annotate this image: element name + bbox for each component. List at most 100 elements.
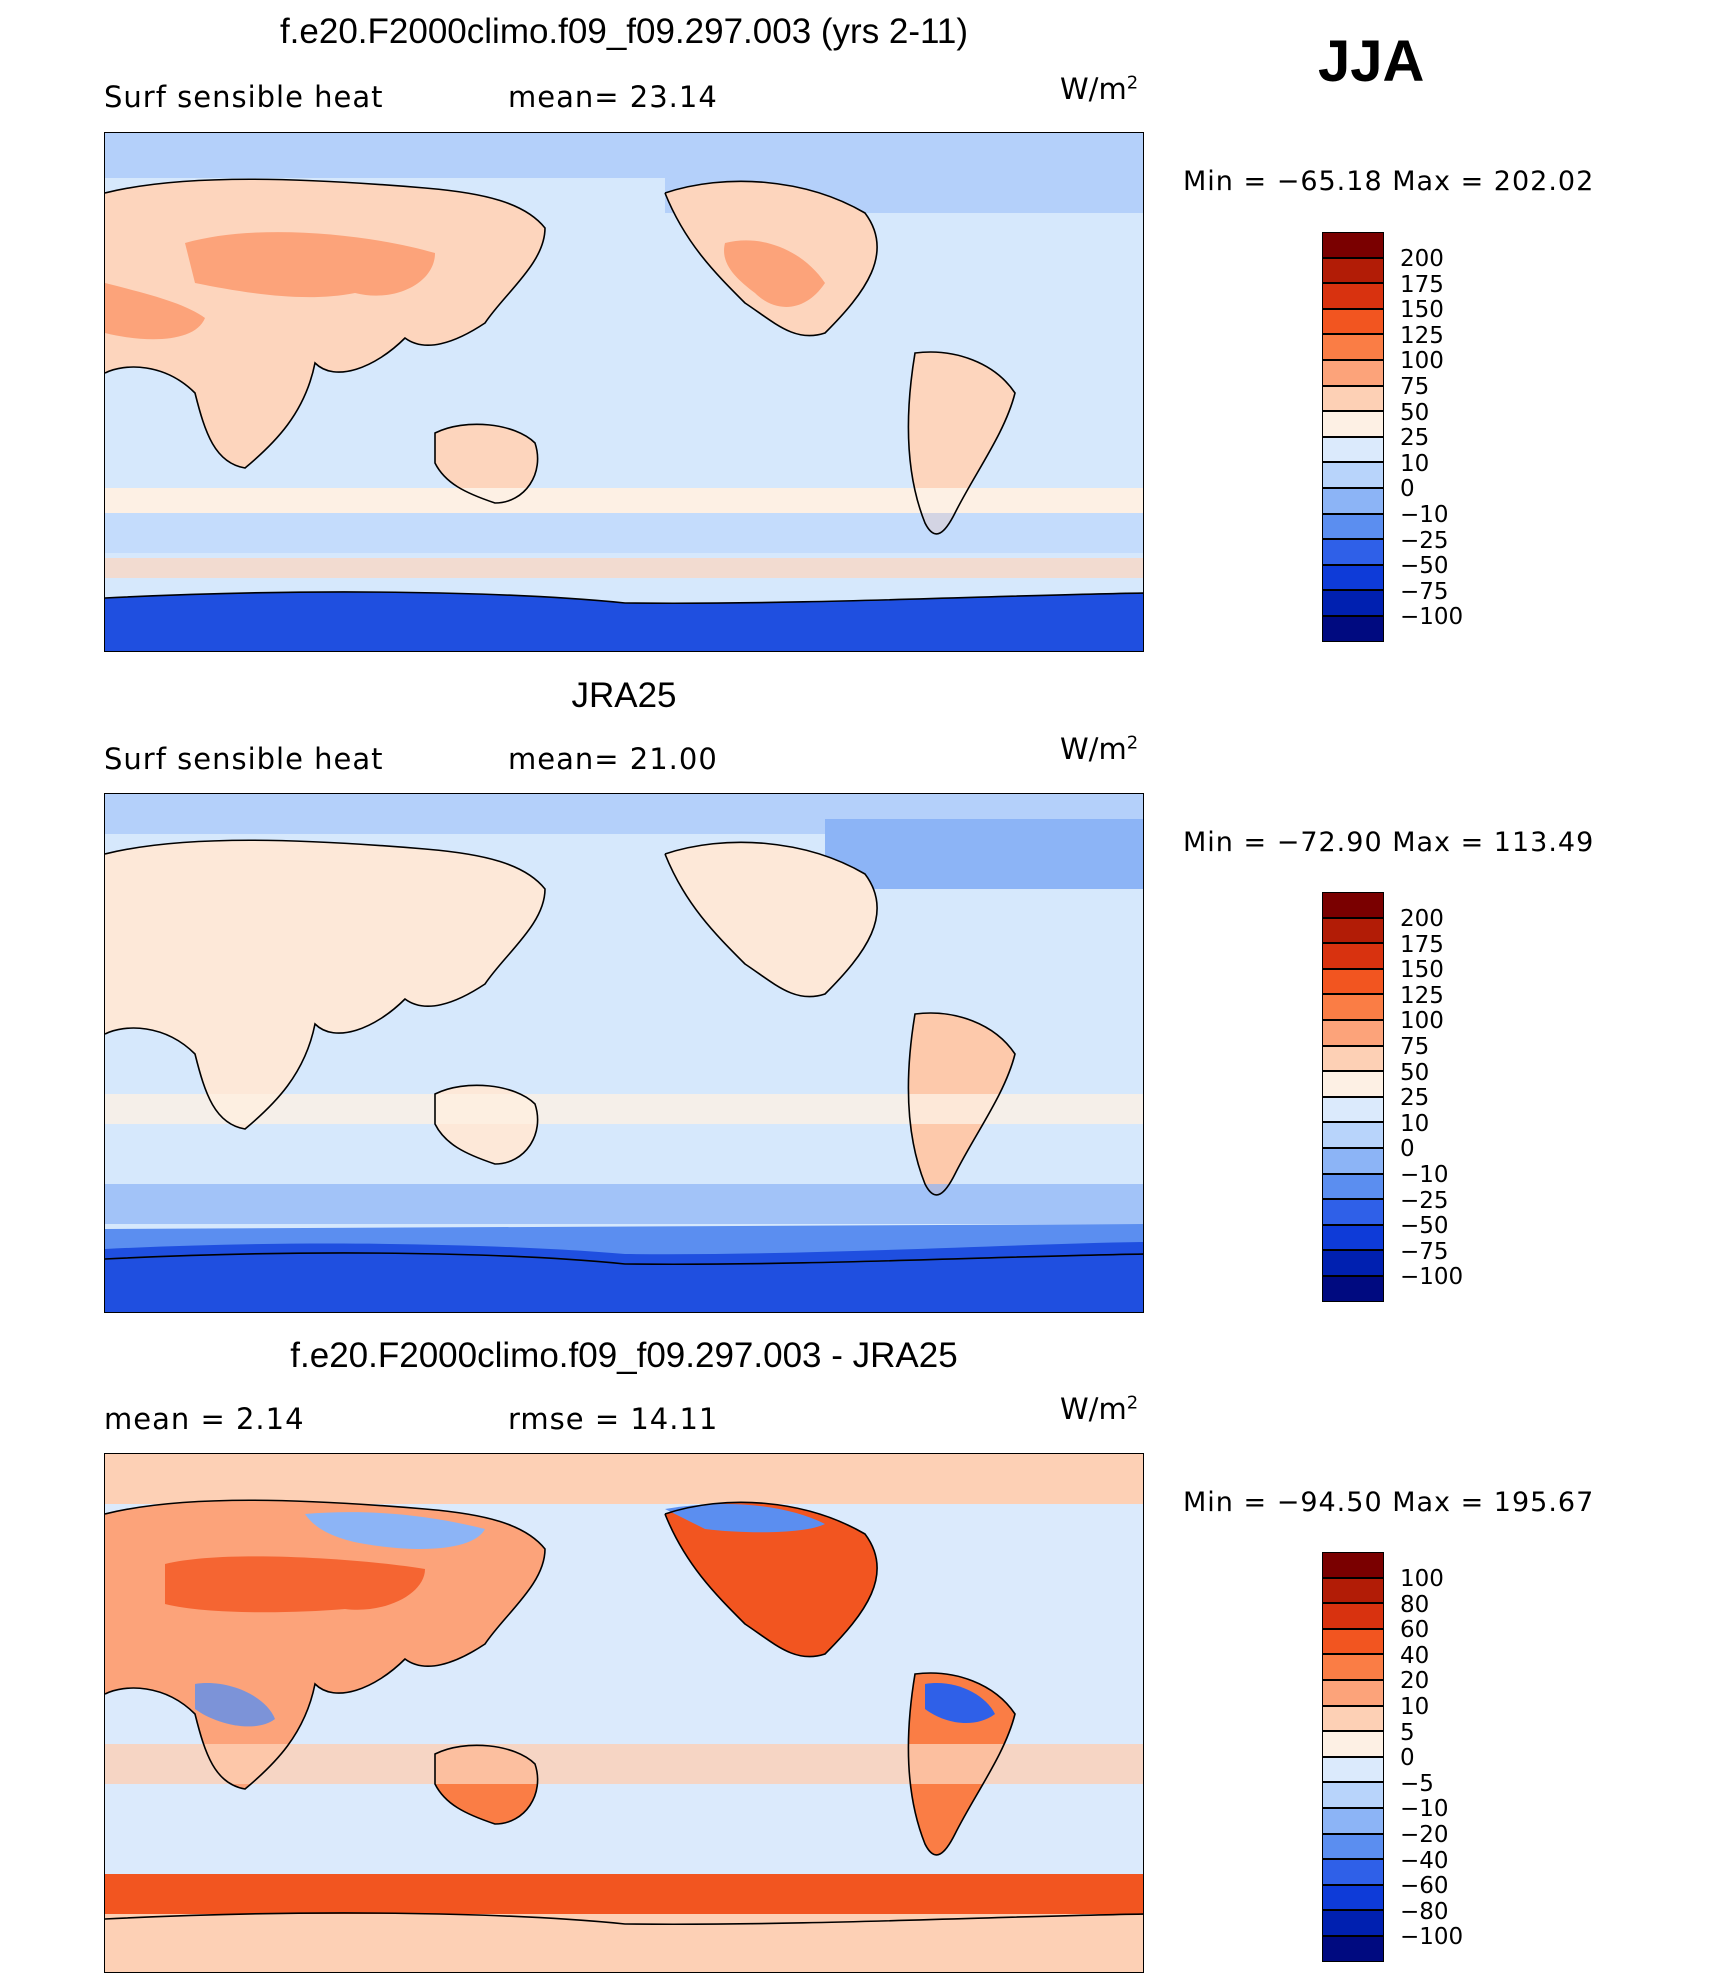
season-label: JJA — [1318, 29, 1425, 94]
panel-3-rmse-label: rmse = 14.11 — [508, 1402, 719, 1436]
colorbar-tick-label: −50 — [1400, 553, 1449, 580]
colorbar-swatch — [1322, 283, 1384, 309]
colorbar-swatch — [1322, 1910, 1384, 1936]
colorbar-tick-label: 20 — [1400, 1668, 1430, 1695]
colorbar-swatch — [1322, 1654, 1384, 1680]
colorbar-tick-label: 50 — [1400, 399, 1430, 426]
colorbar-tick-label: 25 — [1400, 1085, 1430, 1112]
colorbar-swatch — [1322, 1833, 1384, 1860]
panel-1-mean-label: mean= 23.14 — [508, 80, 718, 114]
colorbar-swatch — [1322, 1071, 1384, 1097]
colorbar-tick-label: −100 — [1400, 1924, 1464, 1951]
colorbar-swatch — [1322, 1275, 1384, 1302]
colorbar-tick-label: 150 — [1400, 297, 1444, 324]
colorbar-tick-label: −10 — [1400, 1796, 1449, 1823]
colorbar-tick-label: −40 — [1400, 1847, 1449, 1874]
colorbar-swatch — [1322, 892, 1384, 918]
colorbar-tick-label: 10 — [1400, 450, 1430, 477]
colorbar-swatch — [1322, 334, 1384, 360]
colorbar-tick-label: −10 — [1400, 1162, 1449, 1188]
colorbar-tick-label: 100 — [1400, 348, 1444, 375]
colorbar-tick-label: 0 — [1400, 1745, 1415, 1772]
panel-1-title: f.e20.F2000climo.f09_f09.297.003 (yrs 2-… — [279, 12, 969, 51]
colorbar-swatch — [1322, 1019, 1384, 1046]
colorbar-tick-label: 75 — [1400, 374, 1430, 400]
colorbar-swatch — [1322, 1603, 1384, 1629]
colorbar-swatch — [1322, 1096, 1384, 1123]
colorbar-tick-label: 175 — [1400, 931, 1444, 958]
panel-1-min-max: Min = −65.18 Max = 202.02 — [1183, 166, 1595, 197]
colorbar-swatch — [1322, 1705, 1384, 1732]
panel-2-min-max: Min = −72.90 Max = 113.49 — [1183, 827, 1595, 858]
colorbar-tick-label: 200 — [1400, 246, 1444, 272]
panel-2-variable-label: Surf sensible heat — [104, 742, 384, 776]
colorbar-tick-label: −75 — [1400, 578, 1449, 605]
panel-2-map — [104, 793, 1144, 1313]
colorbar-swatch — [1322, 564, 1384, 591]
colorbar-tick-label: 75 — [1400, 1034, 1430, 1060]
colorbar-tick-label: 50 — [1400, 1059, 1430, 1086]
colorbar-swatch — [1322, 308, 1384, 335]
colorbar-swatch — [1322, 1224, 1384, 1251]
colorbar-tick-label: −25 — [1400, 1187, 1449, 1214]
colorbar-tick-label: 200 — [1400, 906, 1444, 932]
colorbar-tick-label: −80 — [1400, 1898, 1449, 1925]
colorbar-tick-label: 0 — [1400, 476, 1415, 503]
colorbar-tick-label: −20 — [1400, 1822, 1449, 1848]
colorbar-swatch — [1322, 1250, 1384, 1276]
colorbar-swatch — [1322, 590, 1384, 616]
colorbar-swatch — [1322, 436, 1384, 463]
colorbar-swatch — [1322, 1173, 1384, 1200]
colorbar-swatch — [1322, 1552, 1384, 1578]
panel-3-units: W/m2 — [1060, 1392, 1139, 1426]
colorbar-tick-label: 10 — [1400, 1110, 1430, 1137]
colorbar-swatch — [1322, 1147, 1384, 1174]
colorbar-tick-label: 80 — [1400, 1591, 1430, 1618]
panel-3-mean-label: mean = 2.14 — [104, 1402, 305, 1436]
panel-2-colorbar — [1322, 892, 1384, 1302]
panel-1-map — [104, 132, 1144, 652]
colorbar-tick-label: −100 — [1400, 604, 1464, 631]
colorbar-swatch — [1322, 1731, 1384, 1757]
colorbar-tick-label: −100 — [1400, 1264, 1464, 1291]
colorbar-swatch — [1322, 359, 1384, 386]
colorbar-swatch — [1322, 1628, 1384, 1655]
colorbar-tick-label: −60 — [1400, 1873, 1449, 1900]
colorbar-tick-label: 100 — [1400, 1566, 1444, 1592]
colorbar-tick-label: 125 — [1400, 982, 1444, 1009]
colorbar-tick-label: 10 — [1400, 1694, 1430, 1720]
colorbar-tick-label: 40 — [1400, 1642, 1430, 1669]
colorbar-tick-label: 150 — [1400, 957, 1444, 984]
colorbar-swatch — [1322, 943, 1384, 969]
panel-3-colorbar — [1322, 1552, 1384, 1962]
colorbar-tick-label: 125 — [1400, 322, 1444, 349]
colorbar-swatch — [1322, 1782, 1384, 1808]
colorbar-swatch — [1322, 411, 1384, 437]
colorbar-tick-label: 0 — [1400, 1136, 1415, 1163]
panel-3-map — [104, 1453, 1144, 1973]
colorbar-swatch — [1322, 1884, 1384, 1911]
panel-2-units: W/m2 — [1060, 732, 1139, 766]
colorbar-tick-label: 5 — [1400, 1719, 1415, 1746]
colorbar-tick-label: 60 — [1400, 1617, 1430, 1644]
colorbar-swatch — [1322, 1045, 1384, 1072]
colorbar-tick-label: 175 — [1400, 271, 1444, 298]
colorbar-tick-label: 25 — [1400, 425, 1430, 452]
colorbar-tick-label: 100 — [1400, 1008, 1444, 1035]
panel-1-colorbar — [1322, 232, 1384, 642]
colorbar-tick-label: −50 — [1400, 1213, 1449, 1240]
colorbar-swatch — [1322, 1935, 1384, 1962]
colorbar-swatch — [1322, 994, 1384, 1020]
colorbar-swatch — [1322, 232, 1384, 258]
colorbar-tick-label: −5 — [1400, 1770, 1434, 1797]
colorbar-swatch — [1322, 513, 1384, 540]
panel-3-min-max: Min = −94.50 Max = 195.67 — [1183, 1487, 1595, 1518]
panel-2-mean-label: mean= 21.00 — [508, 742, 718, 776]
panel-2-title: JRA25 — [571, 676, 677, 715]
colorbar-swatch — [1322, 1122, 1384, 1148]
colorbar-tick-label: −75 — [1400, 1238, 1449, 1265]
colorbar-swatch — [1322, 1859, 1384, 1885]
colorbar-swatch — [1322, 539, 1384, 565]
colorbar-swatch — [1322, 1199, 1384, 1225]
colorbar-tick-label: −25 — [1400, 527, 1449, 554]
